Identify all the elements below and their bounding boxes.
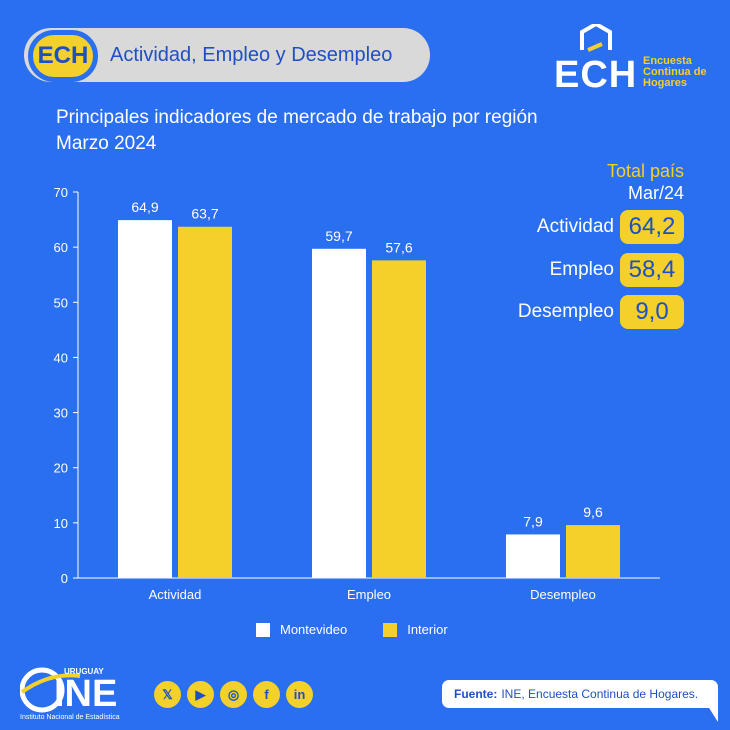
- linkedin-icon[interactable]: in: [286, 681, 313, 708]
- x-tick-label: Desempleo: [530, 587, 596, 602]
- ine-logo: URUGUAY INE Instituto Nacional de Estadí…: [20, 667, 120, 721]
- legend-label: Montevideo: [280, 622, 348, 637]
- total-row-desempleo: Desempleo 9,0: [518, 295, 684, 329]
- legend-item-montevideo: Montevideo: [256, 622, 347, 637]
- legend-label: Interior: [407, 622, 448, 637]
- total-row-label: Actividad: [536, 216, 614, 237]
- bar-montevideo: [312, 248, 366, 578]
- bar-interior: [566, 525, 620, 578]
- legend-swatch: [383, 622, 398, 637]
- chart-subtitle: Marzo 2024: [56, 133, 157, 154]
- x-tick-label: Actividad: [149, 587, 202, 602]
- bar-interior: [178, 226, 232, 579]
- y-tick-label: 50: [54, 295, 68, 310]
- y-tick-label: 40: [54, 350, 68, 365]
- total-row-label: Empleo: [549, 259, 614, 280]
- total-row-value: 9,0: [620, 295, 684, 329]
- chart-title: Principales indicadores de mercado de tr…: [56, 105, 538, 157]
- bar-montevideo: [118, 220, 172, 578]
- total-row-actividad: Actividad 64,2: [537, 210, 684, 244]
- data-label: 59,7: [325, 228, 352, 244]
- total-pais-period: Mar/24: [627, 183, 684, 203]
- chart-title-main: Principales indicadores de mercado de tr…: [56, 107, 538, 128]
- source-tail: [704, 700, 718, 722]
- x-tick-label: Empleo: [347, 587, 391, 602]
- instagram-icon[interactable]: ◎: [220, 681, 247, 708]
- data-label: 7,9: [523, 513, 543, 529]
- facebook-icon[interactable]: f: [253, 681, 280, 708]
- ine-name: INE: [54, 673, 117, 715]
- source-label: Fuente:: [454, 687, 498, 701]
- social-icons: 𝕏 ▶ ◎ f in: [154, 681, 313, 708]
- y-tick-label: 0: [61, 571, 68, 586]
- house-icon: [580, 24, 612, 52]
- ech-badge: ECH: [28, 30, 98, 82]
- legend-swatch: [256, 622, 270, 637]
- ine-country: URUGUAY: [64, 667, 104, 676]
- data-label: 64,9: [131, 199, 158, 215]
- data-label: 63,7: [191, 206, 218, 222]
- bar-montevideo: [506, 534, 560, 578]
- total-row-value: 64,2: [620, 210, 684, 244]
- header-title: Actividad, Empleo y Desempleo: [110, 44, 393, 66]
- y-tick-label: 10: [54, 516, 68, 531]
- legend-item-interior: Interior: [383, 622, 448, 637]
- ech-logo-subtitle: Encuesta Continua de Hogares: [643, 55, 707, 89]
- y-tick-label: 70: [54, 185, 68, 200]
- y-tick-label: 30: [54, 406, 68, 421]
- youtube-icon[interactable]: ▶: [187, 681, 214, 708]
- bar-interior: [372, 260, 426, 578]
- total-pais-heading: Total país: [606, 161, 684, 181]
- x-icon[interactable]: 𝕏: [154, 681, 181, 708]
- data-label: 57,6: [385, 239, 412, 255]
- total-row-empleo: Empleo 58,4: [550, 253, 684, 287]
- total-pais-header: Total país Mar/24: [607, 160, 684, 204]
- total-row-label: Desempleo: [517, 301, 614, 322]
- y-tick-label: 60: [54, 240, 68, 255]
- ech-logo-text: ECH: [554, 54, 638, 96]
- source-note: Fuente: INE, Encuesta Continua de Hogare…: [442, 680, 718, 708]
- data-label: 9,6: [583, 504, 603, 520]
- source-text: INE, Encuesta Continua de Hogares.: [501, 687, 699, 701]
- total-row-value: 58,4: [620, 253, 684, 287]
- y-tick-label: 20: [54, 461, 68, 476]
- ine-subtitle: Instituto Nacional de Estadística: [20, 714, 120, 721]
- legend: Montevideo Interior: [256, 622, 448, 637]
